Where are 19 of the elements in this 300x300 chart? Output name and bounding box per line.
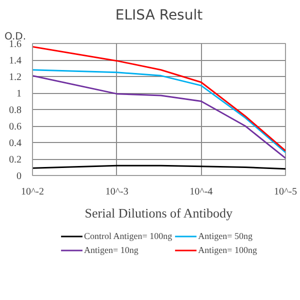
y-tick-label: 1 — [16, 88, 22, 100]
x-tick-label: 10^-2 — [20, 186, 44, 198]
x-tick-label: 10^-4 — [190, 186, 213, 198]
y-tick-label: 0.8 — [9, 105, 22, 116]
y-tick-label: 1.6 — [9, 39, 22, 50]
y-tick-label: 1.4 — [9, 56, 22, 66]
legend-label: Control Antigen= 100ng — [84, 230, 172, 242]
y-tick-label: 0.6 — [9, 122, 22, 132]
x-tick-label: 10^-5 — [274, 186, 298, 198]
y-tick-label: 0.4 — [9, 138, 22, 149]
legend-label: Antigen= 100ng — [198, 244, 257, 256]
y-tick-label: 1.2 — [9, 72, 22, 83]
y-tick-label: 0 — [16, 171, 22, 182]
legend-label: Antigen= 50ng — [198, 230, 252, 242]
x-axis-title: Serial Dilutions of Antibody — [84, 206, 233, 220]
y-tick-label: 0.2 — [9, 154, 22, 166]
legend-label: Antigen= 10ng — [84, 244, 138, 256]
chart-title: ELISA Result — [115, 8, 204, 24]
x-tick-label: 10^-3 — [105, 186, 128, 198]
